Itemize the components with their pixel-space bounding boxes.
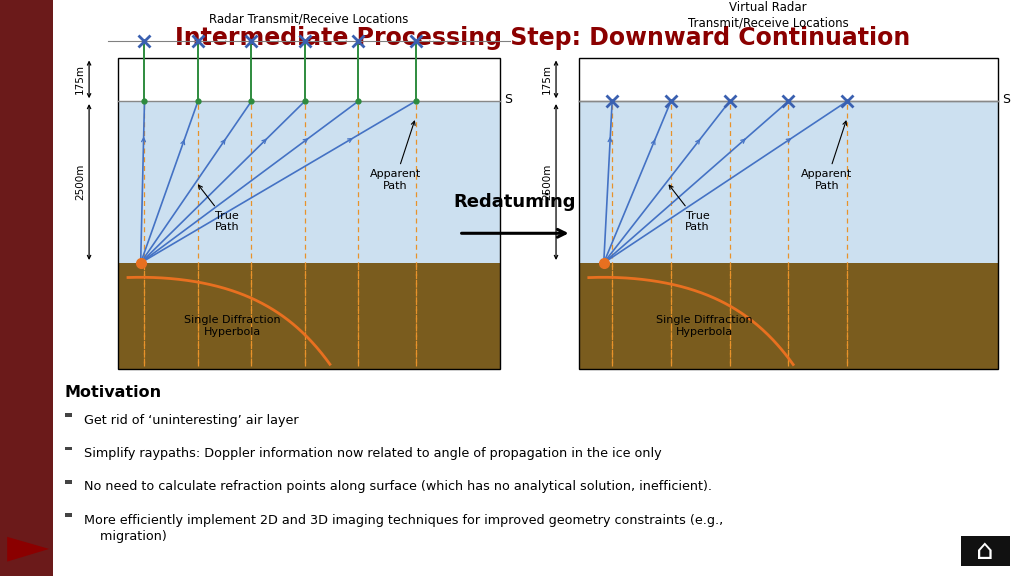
Bar	[65, 513, 72, 517]
Polygon shape	[7, 537, 49, 562]
Text: Get rid of ‘uninteresting’ air layer: Get rid of ‘uninteresting’ air layer	[84, 414, 299, 427]
Text: Motivation: Motivation	[65, 385, 162, 400]
Bar	[118, 58, 500, 369]
Bar	[118, 101, 500, 263]
Text: Single Diffraction
Hyperbola: Single Diffraction Hyperbola	[184, 314, 281, 337]
Text: No need to calculate refraction points along surface (which has no analytical so: No need to calculate refraction points a…	[84, 480, 712, 494]
Bar	[65, 446, 72, 450]
Text: S: S	[504, 93, 512, 107]
Text: 2500m: 2500m	[75, 164, 85, 200]
Bar	[65, 480, 72, 483]
Text: Virtual Radar
Transmit/Receive Locations: Virtual Radar Transmit/Receive Locations	[688, 1, 848, 30]
Text: Single Diffraction
Hyperbola: Single Diffraction Hyperbola	[656, 314, 753, 337]
Text: 2500m: 2500m	[542, 164, 552, 200]
Bar	[579, 58, 998, 369]
Text: Apparent
Path: Apparent Path	[801, 121, 852, 191]
Text: True
Path: True Path	[670, 185, 710, 233]
Text: 175m: 175m	[75, 65, 85, 94]
Text: Apparent
Path: Apparent Path	[370, 121, 421, 191]
Text: Intermediate Processing Step: Downward Continuation: Intermediate Processing Step: Downward C…	[175, 26, 910, 50]
Bar	[65, 413, 72, 417]
Bar	[579, 263, 998, 369]
Bar	[579, 101, 998, 263]
Text: 175m: 175m	[542, 65, 552, 94]
Bar	[118, 58, 500, 101]
Text: True
Path: True Path	[199, 185, 239, 233]
Text: ⌂: ⌂	[976, 537, 994, 564]
Bar	[961, 536, 1010, 566]
Text: Simplify raypaths: Doppler information now related to angle of propagation in th: Simplify raypaths: Doppler information n…	[84, 447, 662, 460]
Bar	[0, 0, 53, 576]
Bar	[118, 263, 500, 369]
Text: Radar Transmit/Receive Locations: Radar Transmit/Receive Locations	[209, 12, 409, 25]
Bar	[579, 58, 998, 101]
Text: Redatuming: Redatuming	[454, 194, 577, 211]
Text: S: S	[1002, 93, 1011, 107]
Text: More efficiently implement 2D and 3D imaging techniques for improved geometry co: More efficiently implement 2D and 3D ima…	[84, 514, 723, 543]
